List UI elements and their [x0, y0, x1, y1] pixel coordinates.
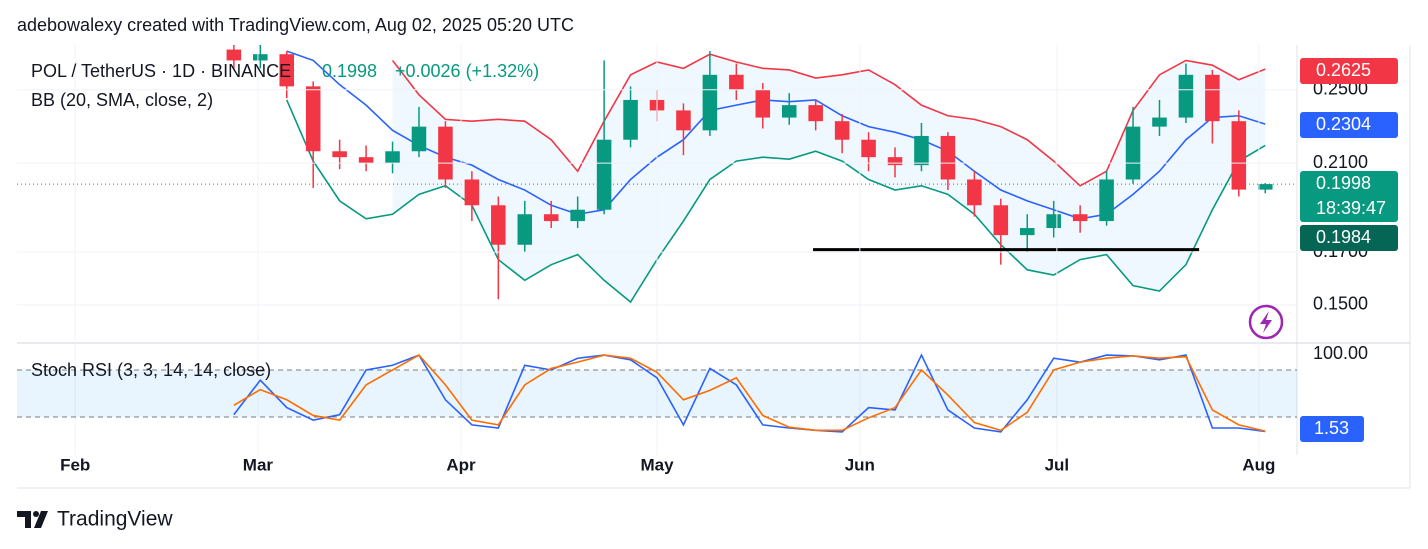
candle-body: [623, 99, 638, 140]
candle-body: [1072, 214, 1088, 222]
candle-body: [940, 135, 956, 180]
candle-body: [1231, 121, 1247, 190]
candle-body: [226, 49, 242, 61]
price-label: 1.53: [1314, 418, 1349, 438]
candle-body: [358, 157, 374, 164]
candle-body: [702, 74, 718, 131]
price-pane: [17, 45, 1297, 304]
candle-body: [411, 126, 427, 152]
price-label: 0.1998: [1316, 173, 1371, 193]
price-label-box: [1300, 58, 1398, 84]
candle-body: [914, 135, 929, 166]
candle-body: [993, 205, 1009, 236]
x-tick-label: Mar: [243, 455, 274, 474]
candle-body: [1257, 184, 1273, 190]
candle-body: [438, 126, 453, 180]
candle-body: [1046, 214, 1061, 229]
y-tick-label: 100.00: [1313, 343, 1368, 363]
y-tick-label: 0.1500: [1313, 294, 1368, 314]
price-label-box: [1300, 171, 1398, 222]
candle-body: [332, 151, 347, 158]
y-tick-label: 0.2100: [1313, 152, 1368, 172]
candle-body: [491, 205, 506, 245]
candle-body: [1099, 179, 1114, 222]
candle-body: [570, 209, 585, 222]
stoch-legend: Stoch RSI (3, 3, 14, 14, close): [31, 360, 271, 380]
candle-body: [781, 105, 797, 118]
candle-body: [808, 105, 823, 122]
stoch-k: [233, 353, 1266, 433]
candle-body: [967, 179, 982, 206]
x-tick-label: Feb: [60, 455, 90, 474]
attribution: adebowalexy created with TradingView.com…: [17, 15, 574, 35]
candle-body: [1019, 228, 1035, 236]
candle-body: [861, 139, 876, 158]
bb-fill: [392, 54, 1266, 303]
bb-upper: [391, 53, 1266, 187]
countdown: 18:39:47: [1316, 198, 1386, 218]
candle-body: [543, 214, 559, 222]
price-label-box: [1300, 225, 1398, 251]
price-label-box: [1300, 416, 1364, 442]
price-label: 0.1984: [1316, 227, 1371, 247]
logo-text: TradingView: [57, 508, 173, 531]
x-tick-label: Aug: [1242, 455, 1275, 474]
candle-body: [596, 139, 612, 210]
x-tick-label: May: [640, 455, 674, 474]
last-price: 0.1998: [322, 61, 377, 81]
candle-body: [305, 86, 321, 152]
candle-body: [1125, 126, 1141, 180]
x-tick-label: Jun: [845, 455, 875, 474]
candle-body: [887, 157, 903, 166]
candle-body: [279, 54, 295, 87]
candle-body: [755, 89, 771, 118]
candle-body: [676, 110, 691, 131]
symbol-title: POL / TetherUS · 1D · BINANCE: [31, 61, 291, 81]
bb-lower: [286, 99, 1266, 304]
candle-body: [517, 214, 533, 245]
bb-legend: BB (20, SMA, close, 2): [31, 90, 213, 110]
x-tick-label: Apr: [446, 455, 476, 474]
candle-body: [1205, 74, 1220, 122]
price-change: +0.0026 (+1.32%): [395, 61, 539, 81]
candle-body: [385, 151, 400, 164]
logo-icon: [17, 511, 48, 528]
candle-body: [834, 121, 850, 140]
stoch-d: [233, 354, 1266, 432]
price-label-box: [1300, 112, 1398, 138]
price-label: 0.2304: [1316, 114, 1371, 134]
candle-body: [464, 179, 480, 206]
candle-body: [1152, 117, 1167, 127]
candle-body: [1178, 74, 1194, 118]
candle-body: [729, 74, 744, 90]
flash-icon[interactable]: [1248, 304, 1284, 340]
price-label: 0.2625: [1316, 60, 1371, 80]
x-tick-label: Jul: [1045, 455, 1070, 474]
candle-body: [253, 54, 268, 61]
plot: 0.15000.17000.21000.2500FebMarAprMayJunJ…: [17, 45, 1398, 474]
